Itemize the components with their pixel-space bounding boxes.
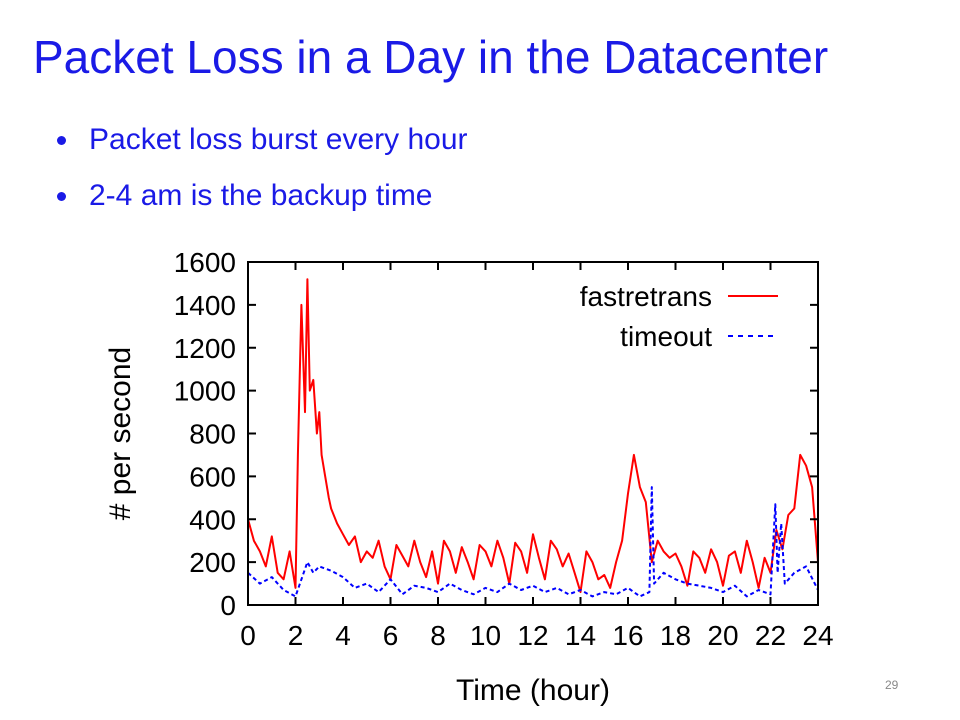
bullet-text: Packet loss burst every hour: [89, 123, 468, 156]
bullet-dot: [57, 192, 66, 201]
x-tick-label: 12: [517, 620, 548, 651]
bullet-list: Packet loss burst every hour 2-4 am is t…: [55, 112, 468, 224]
x-tick-label: 22: [755, 620, 786, 651]
y-tick-label: 200: [189, 547, 236, 578]
x-tick-label: 16: [612, 620, 643, 651]
y-tick-label: 1600: [174, 247, 236, 278]
series-layer: [247, 278, 819, 598]
y-tick-label: 800: [189, 419, 236, 450]
x-tick-label: 14: [565, 620, 596, 651]
x-tick-label: 6: [383, 620, 399, 651]
x-tick-label: 8: [430, 620, 446, 651]
x-tick-label: 4: [335, 620, 351, 651]
x-tick-label: 24: [802, 620, 833, 651]
bullet-item: Packet loss burst every hour: [55, 112, 468, 168]
label-layer: 0 2 4 6 8 10 12 14 16 18 20 22 240200400600800100012…: [104, 247, 834, 707]
series-line-fastretrans: [247, 278, 819, 594]
y-tick-label: 1400: [174, 290, 236, 321]
y-tick-label: 400: [189, 504, 236, 535]
y-axis-label: # per second: [104, 347, 137, 520]
slide-title: Packet Loss in a Day in the Datacenter: [33, 31, 829, 83]
page-number: 29: [885, 678, 899, 692]
series-line-timeout: [247, 486, 819, 598]
legend-label: fastretrans: [580, 281, 712, 312]
plot-area: [248, 262, 818, 605]
x-tick-label: 18: [660, 620, 691, 651]
plot-layer: [248, 262, 818, 605]
bullet-item: 2-4 am is the backup time: [55, 168, 468, 224]
bullet-text: 2-4 am is the backup time: [89, 179, 433, 212]
x-tick-label: 10: [470, 620, 501, 651]
x-tick-label: 2: [288, 620, 304, 651]
x-axis-label: Time (hour): [456, 674, 610, 707]
x-tick-label: 0: [240, 620, 256, 651]
axes-layer: [247, 261, 819, 606]
y-tick-label: 1000: [174, 376, 236, 407]
chart-legend: fastretrans timeout: [580, 281, 778, 352]
y-tick-label: 600: [189, 461, 236, 492]
y-tick-label: 0: [220, 590, 236, 621]
legend-label: timeout: [620, 321, 712, 352]
bullet-dot: [57, 136, 66, 145]
y-tick-label: 1200: [174, 333, 236, 364]
x-tick-label: 20: [707, 620, 738, 651]
